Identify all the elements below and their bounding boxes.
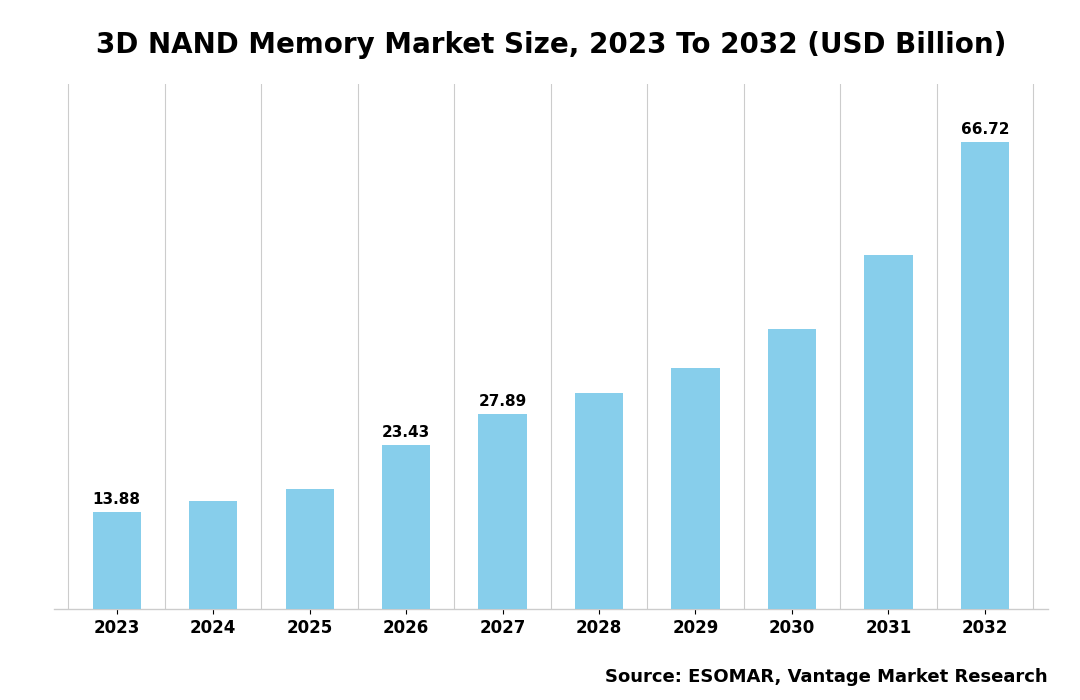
Text: 27.89: 27.89: [478, 394, 527, 409]
Bar: [93, 512, 140, 609]
Bar: [285, 489, 334, 609]
Bar: [864, 256, 913, 609]
Bar: [478, 414, 527, 609]
Title: 3D NAND Memory Market Size, 2023 To 2032 (USD Billion): 3D NAND Memory Market Size, 2023 To 2032…: [96, 32, 1005, 60]
Bar: [575, 393, 623, 609]
Text: 23.43: 23.43: [382, 425, 430, 440]
Bar: [189, 500, 238, 609]
Text: 13.88: 13.88: [93, 492, 140, 507]
Bar: [382, 445, 430, 609]
Bar: [768, 329, 816, 609]
Bar: [961, 142, 1009, 609]
Bar: [672, 368, 719, 609]
Text: Source: ESOMAR, Vantage Market Research: Source: ESOMAR, Vantage Market Research: [605, 668, 1048, 686]
Text: 66.72: 66.72: [960, 122, 1009, 137]
